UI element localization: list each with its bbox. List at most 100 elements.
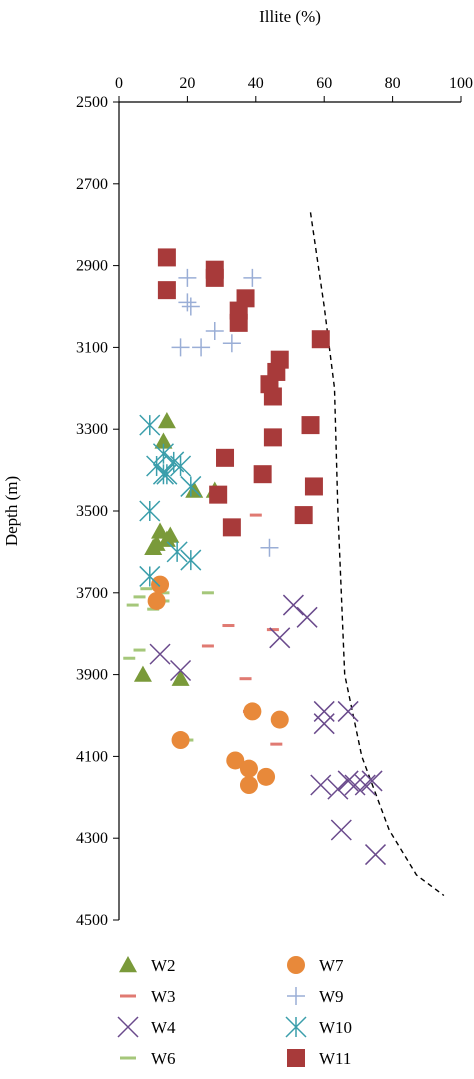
legend: W2 W3 W4 W6 W7 W9 W10 W11	[117, 956, 352, 1068]
legend-label-w2: W2	[151, 956, 176, 975]
series-w9	[171, 268, 279, 557]
y-tick-label: 4300	[76, 830, 108, 847]
w7-point	[147, 591, 166, 610]
w11-point	[301, 416, 320, 435]
w10-point	[156, 463, 178, 485]
y-tick-label: 3900	[76, 667, 108, 684]
legend-label-w10: W10	[319, 1018, 352, 1037]
w11-point	[205, 268, 224, 287]
series-w7	[147, 575, 289, 795]
axes: 0 20 40 60 80 100 2500 2700 2900 3100 3300 3500 3700…	[76, 75, 473, 929]
trend-line	[309, 212, 445, 897]
w9-point	[171, 338, 190, 357]
w9-point	[222, 334, 241, 353]
w4-point	[364, 844, 387, 866]
w9-point	[181, 297, 200, 316]
legend-label-w6: W6	[151, 1049, 176, 1068]
legend-marker-w11	[287, 1049, 305, 1067]
w10-point	[170, 455, 192, 477]
x-tick-label: 60	[316, 75, 332, 92]
w7-point	[257, 767, 276, 786]
w7-point	[243, 702, 262, 721]
x-tick-label: 20	[179, 75, 195, 92]
w4-point	[330, 819, 352, 841]
legend-label-w9: W9	[319, 987, 344, 1006]
y-tick-label: 4500	[76, 912, 108, 929]
w2-point	[144, 538, 163, 556]
series-w3	[201, 513, 283, 746]
legend-label-w11: W11	[319, 1049, 351, 1068]
w4-point	[296, 606, 318, 628]
y-tick-label: 3300	[76, 421, 108, 438]
w9-point	[192, 338, 211, 357]
w11-point	[216, 448, 235, 467]
w11-point	[294, 506, 313, 525]
y-tick-label: 3700	[76, 585, 108, 602]
w9-point	[243, 268, 262, 287]
x-axis-title: Illite (%)	[259, 7, 321, 26]
y-tick-label: 3500	[76, 503, 108, 520]
legend-marker-w4	[117, 1016, 139, 1038]
legend-marker-w2	[119, 956, 137, 973]
legend-label-w7: W7	[319, 956, 344, 975]
w10-point	[139, 565, 161, 587]
legend-label-w4: W4	[151, 1018, 176, 1037]
y-tick-label: 2700	[76, 176, 108, 193]
w4-point	[313, 700, 335, 722]
w4-point	[337, 700, 359, 722]
data-points	[123, 248, 387, 866]
w10-point	[139, 500, 161, 522]
w11-point	[263, 428, 282, 447]
x-tick-label: 40	[248, 75, 264, 92]
w11-point	[229, 313, 248, 332]
w7-point	[239, 776, 258, 795]
w4-point	[361, 770, 383, 792]
w2-point	[151, 522, 170, 539]
w10-point	[180, 549, 202, 571]
w9-point	[260, 538, 279, 557]
y-tick-label: 3100	[76, 339, 108, 356]
w4-point	[313, 713, 335, 735]
w4-point	[310, 774, 332, 796]
w11-point	[311, 330, 330, 349]
w11-point	[304, 477, 323, 496]
w7-point	[226, 751, 245, 770]
x-tick-label: 0	[115, 75, 123, 92]
w2-point	[171, 669, 190, 686]
series-w10	[139, 414, 202, 587]
w7-point	[171, 731, 190, 750]
w4-point	[354, 774, 376, 796]
w4-point	[337, 770, 359, 792]
w2-point	[154, 432, 173, 449]
x-tick-label: 100	[449, 75, 473, 92]
w10-point	[180, 475, 202, 497]
w9-point	[178, 293, 197, 312]
series-w4	[149, 594, 387, 866]
y-tick-label: 4100	[76, 748, 108, 765]
legend-label-w3: W3	[151, 987, 176, 1006]
w4-point	[269, 627, 291, 649]
legend-marker-w9	[287, 987, 305, 1005]
legend-marker-w10	[285, 1016, 307, 1038]
w10-point	[152, 463, 174, 485]
w11-point	[209, 485, 228, 504]
w11-point	[157, 281, 176, 300]
w7-point	[270, 710, 289, 729]
w4-point	[327, 778, 349, 800]
w7-point	[239, 759, 258, 778]
w10-point	[166, 541, 188, 563]
w2-point	[157, 530, 176, 547]
w4-point	[282, 594, 304, 616]
w2-point	[157, 412, 176, 429]
w10-point	[139, 414, 161, 436]
y-axis-title: Depth (m)	[2, 476, 21, 546]
w4-point	[344, 774, 366, 796]
x-tick-label: 80	[385, 75, 401, 92]
w11-point	[157, 248, 176, 267]
w11-point	[263, 387, 282, 406]
series-w11	[157, 248, 330, 537]
w4-point	[149, 643, 171, 665]
trend-line-group	[309, 212, 445, 897]
w9-point	[178, 268, 197, 287]
